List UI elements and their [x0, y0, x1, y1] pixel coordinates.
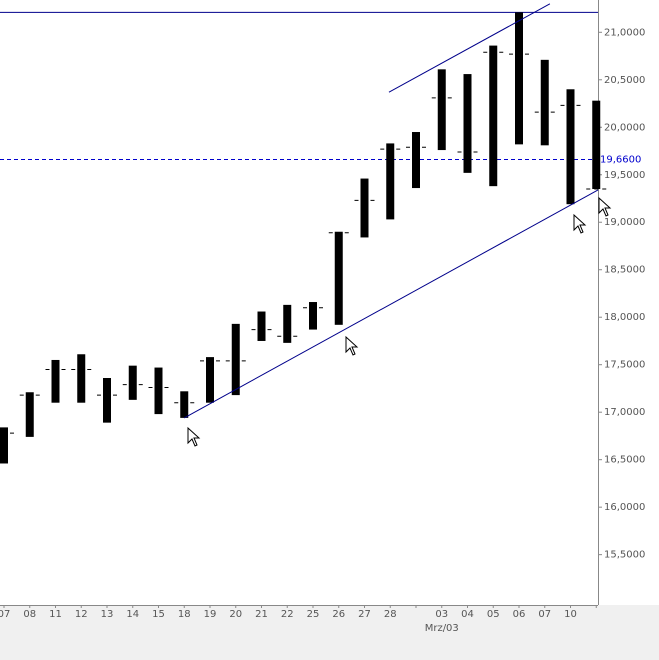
- ohlc-bar: [412, 132, 420, 189]
- x-tick-label: 19: [204, 609, 217, 620]
- ohlc-bar: [566, 89, 575, 205]
- x-tick-label: 14: [126, 609, 139, 620]
- x-tick-label: 21: [255, 609, 268, 620]
- y-tick-label: 16,5000: [604, 455, 645, 466]
- ohlc-bar: [283, 304, 292, 343]
- ohlc-bar: [128, 365, 137, 400]
- horizontal-line-label: 19,6600: [600, 155, 641, 166]
- ohlc-bar: [592, 100, 601, 190]
- x-tick-label: 03: [435, 609, 448, 620]
- x-annotation: Mrz/03: [425, 623, 459, 634]
- x-tick-label: 25: [307, 609, 320, 620]
- cursor: [598, 196, 612, 217]
- y-tick-label: 21,0000: [604, 27, 645, 38]
- ohlc-bar: [515, 12, 523, 145]
- y-tick-label: 17,0000: [604, 407, 645, 418]
- x-tick-label: 20: [229, 609, 242, 620]
- axis-area: [598, 0, 659, 605]
- ohlc-bar: [257, 311, 266, 341]
- y-tick-label: 18,0000: [604, 312, 645, 323]
- ohlc-bar: [437, 69, 446, 151]
- y-tick-label: 20,5000: [604, 75, 645, 86]
- y-tick-label: 19,5000: [604, 170, 645, 181]
- ohlc-bar: [309, 302, 317, 330]
- x-tick-label: 04: [461, 609, 474, 620]
- x-tick-label: 12: [75, 609, 88, 620]
- x-tick-label: 22: [281, 609, 294, 620]
- y-tick-label: 20,0000: [604, 122, 645, 133]
- x-tick-label: 11: [49, 609, 62, 620]
- y-tick-label: 18,5000: [604, 265, 645, 276]
- y-tick-label: 19,0000: [604, 217, 645, 228]
- x-tick-label: 28: [384, 609, 397, 620]
- ohlc-bar: [25, 392, 34, 437]
- ohlc-bar: [206, 357, 214, 403]
- trend-line: [388, 3, 551, 93]
- ohlc-bar: [180, 391, 189, 418]
- ohlc-bar: [231, 323, 240, 396]
- cursor: [573, 213, 587, 234]
- x-tick-label: 13: [101, 609, 114, 620]
- x-tick-label: 26: [332, 609, 345, 620]
- x-tick-label: 10: [564, 609, 577, 620]
- x-tick-label: 15: [152, 609, 165, 620]
- x-tick-label: 07: [0, 609, 10, 620]
- trend-line: [184, 189, 599, 419]
- ohlc-bar: [77, 354, 86, 403]
- marks: 15,5000 16,0000 16,5000 17,0000 17,5000 18,00…: [0, 3, 645, 634]
- y-tick-label: 15,5000: [604, 550, 645, 561]
- cursors: [187, 196, 612, 447]
- ohlc-bar: [540, 59, 549, 146]
- cursor: [187, 426, 201, 447]
- ohlc-bar: [386, 143, 395, 220]
- x-tick-label: 05: [487, 609, 500, 620]
- ohlc-bar: [360, 178, 369, 238]
- x-tick-label: 08: [23, 609, 36, 620]
- cursor: [345, 335, 359, 356]
- ohlc-bar: [103, 378, 111, 423]
- ohlc-bar: [154, 367, 163, 415]
- x-tick-label: 27: [358, 609, 371, 620]
- x-tick-label: 07: [538, 609, 551, 620]
- ohlc-bar: [463, 74, 472, 173]
- x-tick-label: 18: [178, 609, 191, 620]
- x-tick-label: 06: [513, 609, 526, 620]
- y-tick-label: 17,5000: [604, 360, 645, 371]
- plot-area: [0, 0, 598, 605]
- ohlc-bar: [0, 427, 8, 464]
- ohlc-bar: [334, 231, 343, 325]
- ohlc-bar: [489, 45, 498, 187]
- ohlc-bar: [51, 359, 60, 403]
- y-tick-label: 16,0000: [604, 502, 645, 513]
